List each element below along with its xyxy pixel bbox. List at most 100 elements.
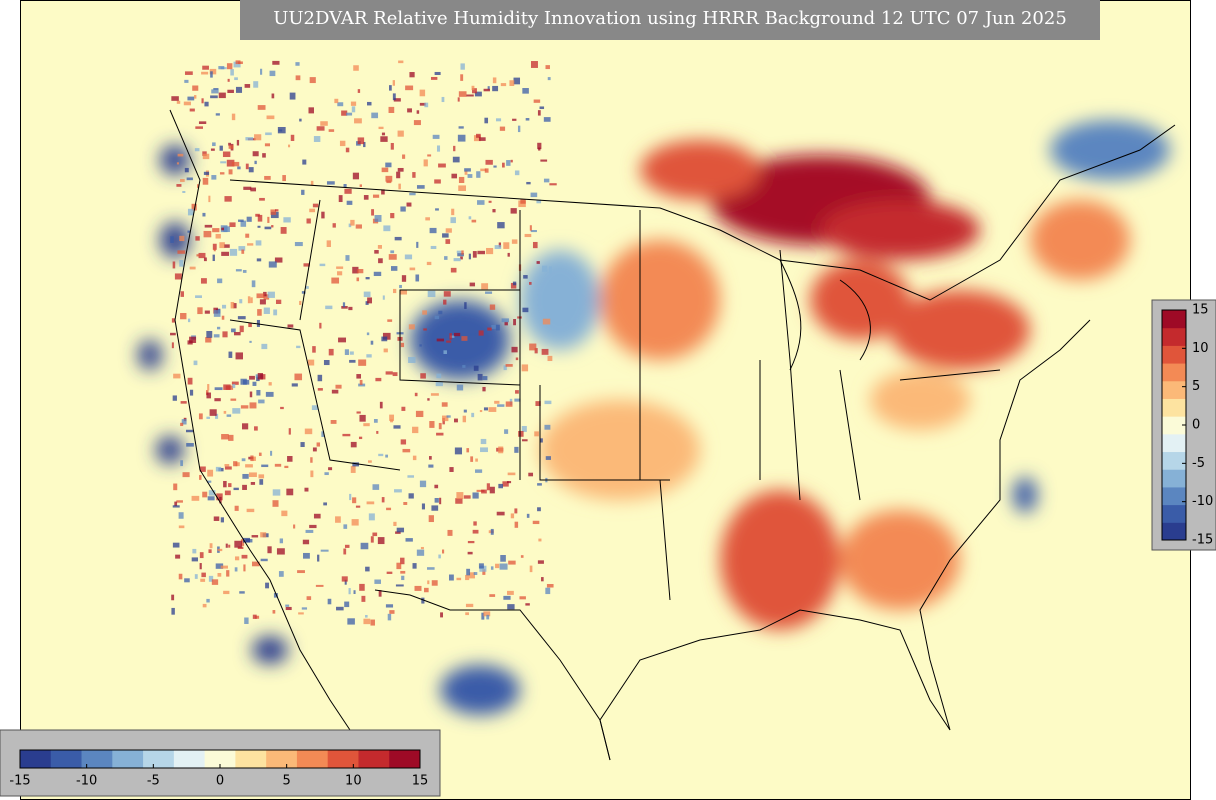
speckle bbox=[427, 290, 436, 298]
speckle bbox=[172, 395, 177, 401]
border-line bbox=[229, 124, 1176, 301]
speckle bbox=[349, 351, 354, 355]
speckle bbox=[519, 596, 526, 600]
speckle bbox=[250, 481, 256, 485]
speckle bbox=[465, 574, 470, 581]
speckle bbox=[202, 153, 210, 160]
speckle bbox=[444, 256, 448, 260]
speckle bbox=[193, 360, 198, 366]
speckle bbox=[530, 61, 538, 68]
speckle bbox=[536, 261, 540, 264]
speckle bbox=[222, 304, 227, 309]
speckle bbox=[390, 266, 398, 271]
speckle bbox=[535, 401, 541, 406]
speckle bbox=[386, 180, 392, 184]
colorbar-swatch bbox=[20, 750, 52, 768]
speckle bbox=[184, 167, 189, 173]
speckle bbox=[260, 68, 263, 75]
speckle bbox=[472, 251, 477, 258]
speckle bbox=[204, 101, 209, 107]
speckle bbox=[408, 356, 416, 363]
speckle bbox=[350, 219, 355, 226]
speckle bbox=[288, 144, 291, 148]
speckle bbox=[226, 414, 232, 417]
field-blob bbox=[820, 200, 980, 260]
speckle bbox=[547, 77, 551, 81]
speckle bbox=[390, 142, 394, 150]
field-blob bbox=[1050, 120, 1170, 180]
colorbar-tick-label: -5 bbox=[1192, 456, 1205, 471]
speckle bbox=[363, 618, 371, 625]
speckle bbox=[244, 84, 251, 88]
speckle bbox=[181, 419, 187, 425]
speckle bbox=[494, 400, 500, 404]
speckle bbox=[222, 331, 228, 338]
speckle bbox=[178, 512, 184, 519]
speckle bbox=[187, 230, 190, 233]
speckle bbox=[382, 295, 385, 300]
colorbar-swatch bbox=[235, 750, 267, 768]
speckle bbox=[416, 241, 419, 248]
colorbar-swatch bbox=[1162, 345, 1186, 364]
speckle bbox=[267, 291, 275, 298]
field-blob bbox=[410, 300, 510, 380]
speckle bbox=[400, 557, 405, 565]
speckle bbox=[443, 350, 447, 355]
speckle bbox=[370, 340, 374, 345]
speckle bbox=[403, 502, 408, 505]
speckle bbox=[359, 184, 362, 187]
speckle bbox=[487, 327, 492, 331]
speckle bbox=[204, 310, 210, 314]
speckle bbox=[199, 466, 206, 472]
speckle bbox=[475, 469, 483, 473]
speckle bbox=[396, 527, 405, 533]
speckle bbox=[485, 291, 493, 294]
speckle bbox=[328, 467, 333, 471]
speckle bbox=[310, 180, 314, 186]
speckle bbox=[456, 492, 464, 500]
speckle bbox=[381, 189, 385, 195]
speckle bbox=[540, 438, 543, 443]
speckle bbox=[431, 505, 439, 511]
speckle bbox=[423, 328, 427, 331]
speckle bbox=[272, 60, 280, 65]
speckle bbox=[430, 76, 438, 80]
speckle bbox=[187, 208, 194, 216]
speckle bbox=[254, 134, 262, 141]
speckle bbox=[372, 484, 380, 490]
speckle bbox=[434, 497, 439, 503]
speckle bbox=[541, 265, 548, 272]
speckle bbox=[277, 126, 286, 134]
speckle bbox=[476, 489, 485, 492]
humidity-field bbox=[138, 120, 1170, 715]
speckle bbox=[456, 577, 462, 581]
speckle bbox=[517, 125, 521, 133]
speckle bbox=[420, 546, 424, 550]
speckle bbox=[365, 614, 368, 618]
speckle bbox=[238, 246, 246, 251]
speckle bbox=[365, 301, 369, 305]
speckle bbox=[356, 411, 361, 414]
speckle bbox=[525, 603, 530, 606]
speckle bbox=[458, 185, 466, 191]
speckle bbox=[175, 554, 181, 559]
speckle bbox=[365, 277, 370, 280]
speckle bbox=[258, 399, 265, 404]
speckle bbox=[212, 254, 215, 262]
speckle bbox=[497, 404, 505, 407]
speckle bbox=[241, 458, 246, 462]
speckle bbox=[476, 171, 481, 178]
speckle bbox=[187, 96, 195, 101]
speckle bbox=[295, 62, 300, 66]
speckle bbox=[233, 303, 237, 309]
speckle bbox=[385, 604, 394, 608]
speckle bbox=[274, 463, 282, 467]
colorbar-tick-label: 0 bbox=[1192, 418, 1200, 433]
speckle bbox=[189, 266, 196, 270]
speckle bbox=[350, 101, 357, 106]
speckle bbox=[296, 345, 301, 349]
speckle bbox=[387, 319, 393, 322]
speckle bbox=[409, 72, 415, 78]
speckle bbox=[180, 179, 185, 182]
speckle bbox=[525, 118, 530, 121]
